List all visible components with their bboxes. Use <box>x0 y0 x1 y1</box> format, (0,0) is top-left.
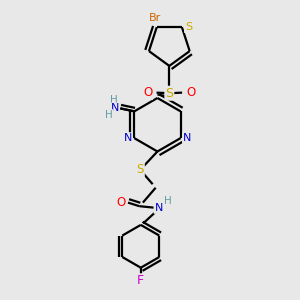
Text: O: O <box>116 196 125 209</box>
Text: O: O <box>143 86 152 99</box>
Text: O: O <box>186 86 196 99</box>
Text: F: F <box>137 274 144 287</box>
Text: S: S <box>136 164 144 176</box>
Text: Br: Br <box>149 13 161 23</box>
Text: N: N <box>154 203 163 213</box>
Text: H: H <box>104 110 112 120</box>
Text: N: N <box>183 133 191 143</box>
Text: N: N <box>124 133 132 143</box>
Text: H: H <box>164 196 171 206</box>
Text: S: S <box>185 22 192 32</box>
Text: N: N <box>111 103 119 113</box>
Text: S: S <box>165 87 173 100</box>
Text: H: H <box>110 95 117 105</box>
